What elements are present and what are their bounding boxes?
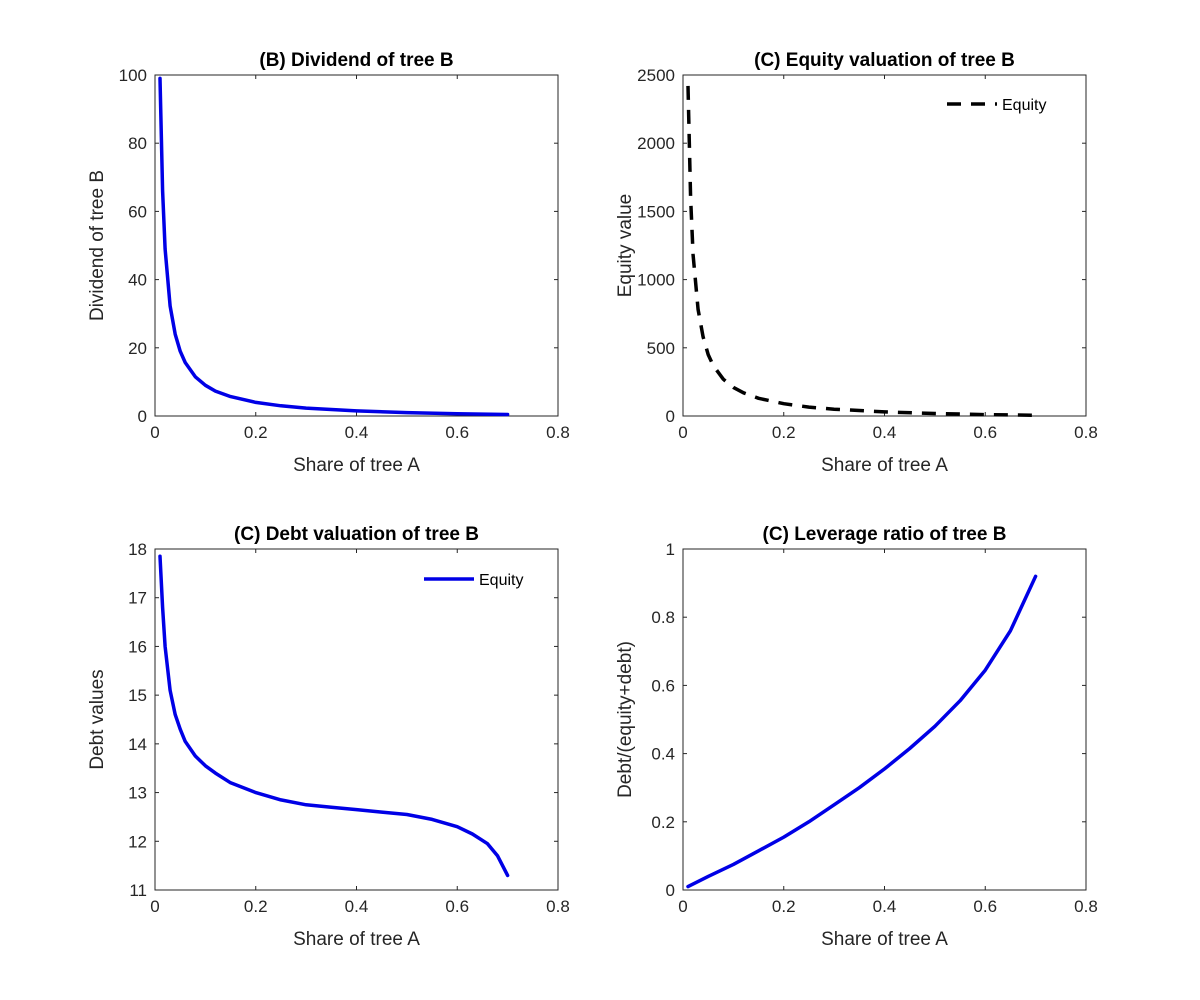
chart-4-y-tick-label: 0.8 — [651, 608, 675, 627]
chart-2-panel: 0 0.2 0.4 0.6 0.8 0 500 1000 1500 2000 2500 (C) Equ… — [615, 50, 1098, 476]
chart-3-y-tick-label: 16 — [128, 637, 147, 656]
chart-4-panel: 0 0.2 0.4 0.6 0.8 0 0.2 0.4 0.6 0.8 1 (C) Leverage … — [615, 524, 1098, 950]
chart-3-y-tick-label: 15 — [128, 686, 147, 705]
chart-4-y-tick-label: 0.6 — [651, 676, 675, 695]
chart-4-y-tick-label: 0.2 — [651, 813, 675, 832]
chart-1-y-tick-label: 60 — [128, 202, 147, 221]
chart-2-y-tick-label: 2500 — [637, 66, 675, 85]
chart-4-x-tick-label: 0.2 — [772, 897, 796, 916]
chart-2-plot-area — [682, 74, 1087, 417]
chart-3-x-axis-label: Share of tree A — [293, 929, 420, 950]
chart-4-y-axis-label: Debt/(equity+debt) — [615, 641, 636, 798]
chart-4-plot-area — [682, 548, 1087, 891]
chart-1-x-tick-label: 0.4 — [345, 423, 369, 442]
chart-1-y-axis-label: Dividend of tree B — [87, 170, 108, 321]
chart-3-y-tick-label: 12 — [128, 832, 147, 851]
chart-1-series-1-line — [158, 76, 510, 417]
chart-1-plot-area — [154, 74, 559, 417]
chart-2-x-tick-label: 0.6 — [973, 423, 997, 442]
chart-4-x-tick-label: 0.8 — [1074, 897, 1098, 916]
chart-3-plot-area — [154, 548, 559, 891]
chart-4-x-tick-label: 0.6 — [973, 897, 997, 916]
chart-3-x-tick-label: 0 — [150, 897, 159, 916]
chart-2-y-tick-label: 1000 — [637, 271, 675, 290]
chart-2-y-tick-label: 2000 — [637, 134, 675, 153]
chart-1-y-tick-label: 20 — [128, 339, 147, 358]
chart-2-legend: Equity — [947, 97, 1046, 114]
chart-1-y-tick-label: 80 — [128, 134, 147, 153]
chart-4-y-tick-label: 1 — [666, 540, 675, 559]
chart-2-series-1-line — [686, 85, 1036, 418]
chart-3-x-tick-label: 0.6 — [445, 897, 469, 916]
chart-1-x-tick-label: 0.2 — [244, 423, 268, 442]
chart-2-x-tick-label: 0.8 — [1074, 423, 1098, 442]
chart-2-y-tick-label: 0 — [666, 407, 675, 426]
chart-1-y-tick-label: 0 — [138, 407, 147, 426]
chart-4-x-axis-label: Share of tree A — [821, 929, 948, 950]
chart-2-x-tick-label: 0.2 — [772, 423, 796, 442]
chart-3-legend-label: Equity — [479, 572, 523, 589]
chart-3-y-axis-label: Debt values — [87, 669, 108, 769]
chart-1-x-tick-label: 0.6 — [445, 423, 469, 442]
chart-4-y-tick-label: 0.4 — [651, 745, 675, 764]
chart-4-title: (C) Leverage ratio of tree B — [763, 524, 1007, 545]
chart-1-y-tick-label: 40 — [128, 271, 147, 290]
chart-3-y-tick-label: 13 — [128, 784, 147, 803]
chart-4-series-1-line — [686, 574, 1038, 889]
chart-3-y-tick-label: 18 — [128, 540, 147, 559]
chart-2-y-tick-label: 1500 — [637, 202, 675, 221]
chart-4-y-tick-label: 0 — [666, 881, 675, 900]
chart-4-x-tick-label: 0.4 — [873, 897, 897, 916]
chart-3-x-tick-label: 0.4 — [345, 897, 369, 916]
chart-2-y-axis-label: Equity value — [615, 194, 636, 298]
chart-1-y-tick-label: 100 — [119, 66, 147, 85]
chart-3-title: (C) Debt valuation of tree B — [234, 524, 479, 545]
chart-3-x-tick-label: 0.8 — [546, 897, 570, 916]
chart-4-x-tick-label: 0 — [678, 897, 687, 916]
chart-3-y-tick-label: 17 — [128, 589, 147, 608]
chart-2-legend-label: Equity — [1002, 97, 1046, 114]
chart-2-x-tick-label: 0.4 — [873, 423, 897, 442]
chart-1-title: (B) Dividend of tree B — [259, 50, 453, 71]
chart-1-x-axis-label: Share of tree A — [293, 455, 420, 476]
chart-2-x-axis-label: Share of tree A — [821, 455, 948, 476]
chart-3-panel: 0 0.2 0.4 0.6 0.8 11 12 13 14 15 16 17 18 (C) Debt va… — [87, 524, 570, 950]
chart-1-x-tick-label: 0.8 — [546, 423, 570, 442]
chart-2-x-tick-label: 0 — [678, 423, 687, 442]
chart-1-x-tick-label: 0 — [150, 423, 159, 442]
chart-3-series-1-line — [158, 554, 510, 878]
chart-3-legend: Equity — [424, 572, 523, 589]
chart-2-y-tick-label: 500 — [647, 339, 675, 358]
chart-3-x-tick-label: 0.2 — [244, 897, 268, 916]
chart-1-panel: 0 0.2 0.4 0.6 0.8 0 20 40 60 80 100 (B) Dividend of… — [87, 50, 570, 476]
chart-2-title: (C) Equity valuation of tree B — [754, 50, 1015, 71]
chart-3-y-tick-label: 11 — [129, 881, 147, 900]
chart-3-y-tick-label: 14 — [128, 735, 147, 754]
